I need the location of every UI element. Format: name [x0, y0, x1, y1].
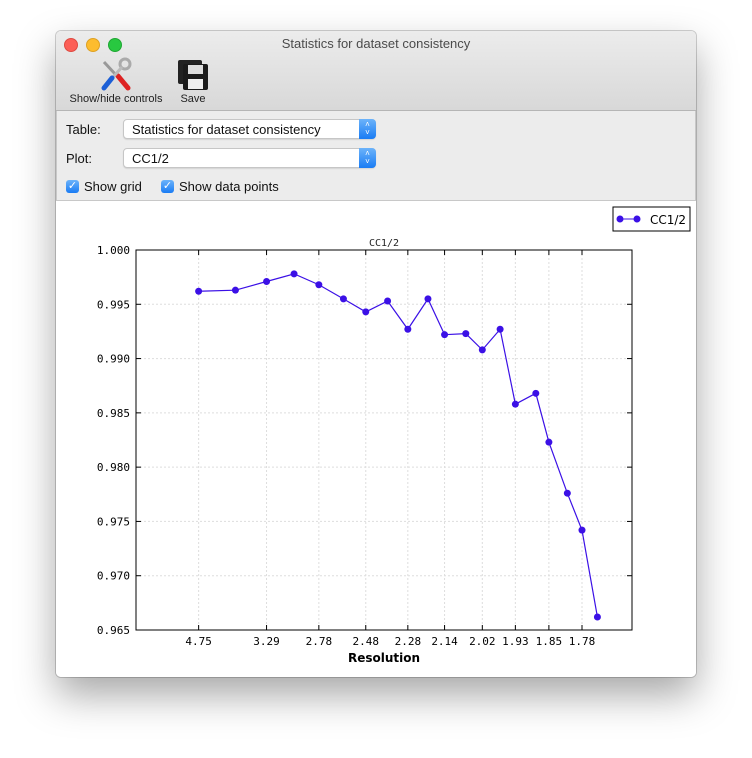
- x-tick-label: 2.02: [469, 635, 496, 648]
- show-hide-controls-label: Show/hide controls: [69, 93, 163, 105]
- data-point: [511, 400, 519, 408]
- checkmark-icon: ✓: [161, 180, 174, 193]
- show-hide-controls-button[interactable]: Show/hide controls: [64, 57, 168, 105]
- data-point: [545, 438, 553, 446]
- table-label: Table:: [66, 121, 101, 137]
- y-tick-label: 0.970: [97, 570, 130, 583]
- data-point: [532, 389, 540, 397]
- chart: 1.000 0.995 0.990 0.985 0.980 0.975 0.970 0.965…: [97, 206, 691, 665]
- x-tick-label: 2.14: [431, 635, 458, 648]
- show-data-points-checkbox[interactable]: ✓ Show data points: [161, 179, 279, 194]
- chevron-updown-icon: ˄ ˅: [359, 148, 376, 168]
- x-tick-label: 4.75: [185, 635, 212, 648]
- y-tick-label: 0.965: [97, 624, 130, 637]
- data-point: [362, 308, 370, 316]
- x-tick-label: 1.85: [536, 635, 563, 648]
- window-title: Statistics for dataset consistency: [281, 36, 471, 51]
- legend-label: CC1/2: [650, 213, 686, 227]
- data-point: [563, 489, 571, 497]
- data-point: [593, 613, 601, 621]
- floppy-disk-icon: [172, 57, 214, 93]
- data-point: [315, 281, 323, 289]
- data-point: [231, 286, 239, 294]
- y-tick-label: 1.000: [97, 244, 130, 257]
- minimize-button[interactable]: [86, 38, 100, 52]
- y-tick-label: 0.985: [97, 407, 130, 420]
- data-point: [263, 277, 271, 285]
- data-point: [578, 526, 586, 534]
- show-grid-label: Show grid: [84, 179, 142, 194]
- data-point: [195, 287, 203, 295]
- plot-frame: [135, 249, 633, 631]
- series-line: [198, 273, 599, 618]
- data-point: [404, 325, 412, 333]
- y-tick-label: 0.975: [97, 515, 130, 528]
- table-select[interactable]: Statistics for dataset consistency ˄ ˅: [123, 119, 376, 139]
- x-tick-label: 2.78: [306, 635, 333, 648]
- x-tick-label: 2.48: [353, 635, 380, 648]
- x-axis-label: Resolution: [348, 651, 420, 665]
- save-button[interactable]: Save: [172, 57, 214, 105]
- tools-icon: [64, 57, 168, 93]
- data-point: [478, 346, 486, 354]
- x-tick-label: 3.29: [253, 635, 279, 648]
- chart-title: CC1/2: [369, 238, 399, 249]
- plot-select-value: CC1/2: [132, 150, 169, 166]
- checkmark-icon: ✓: [66, 180, 79, 193]
- data-point: [290, 270, 298, 278]
- y-tick-label: 0.980: [97, 461, 130, 474]
- table-select-value: Statistics for dataset consistency: [132, 121, 321, 137]
- plot-label: Plot:: [66, 150, 93, 166]
- x-tick-label: 1.78: [569, 635, 596, 648]
- plot-area: 1.000 0.995 0.990 0.985 0.980 0.975 0.970 0.965…: [56, 201, 696, 677]
- x-tick-label: 2.28: [395, 635, 422, 648]
- legend-marker: [616, 215, 624, 223]
- plot-select[interactable]: CC1/2 ˄ ˅: [123, 148, 376, 168]
- close-button[interactable]: [64, 38, 78, 52]
- x-tick-label: 1.93: [502, 635, 528, 648]
- data-point: [441, 331, 449, 339]
- show-data-points-label: Show data points: [179, 179, 279, 194]
- titlebar: Statistics for dataset consistency Show/…: [56, 31, 696, 111]
- data-point: [384, 297, 392, 305]
- y-tick-label: 0.995: [97, 298, 130, 311]
- legend: CC1/2: [612, 206, 691, 232]
- data-point: [496, 325, 504, 333]
- series-group: [195, 270, 601, 621]
- chevron-updown-icon: ˄ ˅: [359, 119, 376, 139]
- app-window: Statistics for dataset consistency Show/…: [56, 31, 696, 677]
- ticks: 1.000 0.995 0.990 0.985 0.980 0.975 0.970 0.965…: [97, 244, 632, 648]
- save-label: Save: [180, 93, 206, 105]
- data-point: [339, 295, 347, 303]
- data-point: [424, 295, 432, 303]
- zoom-button[interactable]: [108, 38, 122, 52]
- grid: [136, 249, 632, 631]
- data-point: [462, 330, 470, 338]
- controls-panel: Table: Statistics for dataset consistenc…: [56, 111, 696, 201]
- y-tick-label: 0.990: [97, 353, 130, 366]
- legend-marker: [633, 215, 641, 223]
- show-grid-checkbox[interactable]: ✓ Show grid: [66, 179, 142, 194]
